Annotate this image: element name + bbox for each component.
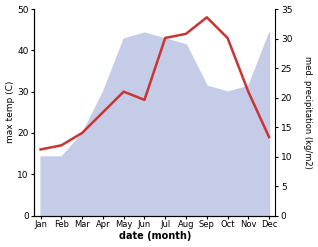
Y-axis label: med. precipitation (kg/m2): med. precipitation (kg/m2): [303, 56, 313, 169]
Y-axis label: max temp (C): max temp (C): [5, 81, 15, 144]
X-axis label: date (month): date (month): [119, 231, 191, 242]
